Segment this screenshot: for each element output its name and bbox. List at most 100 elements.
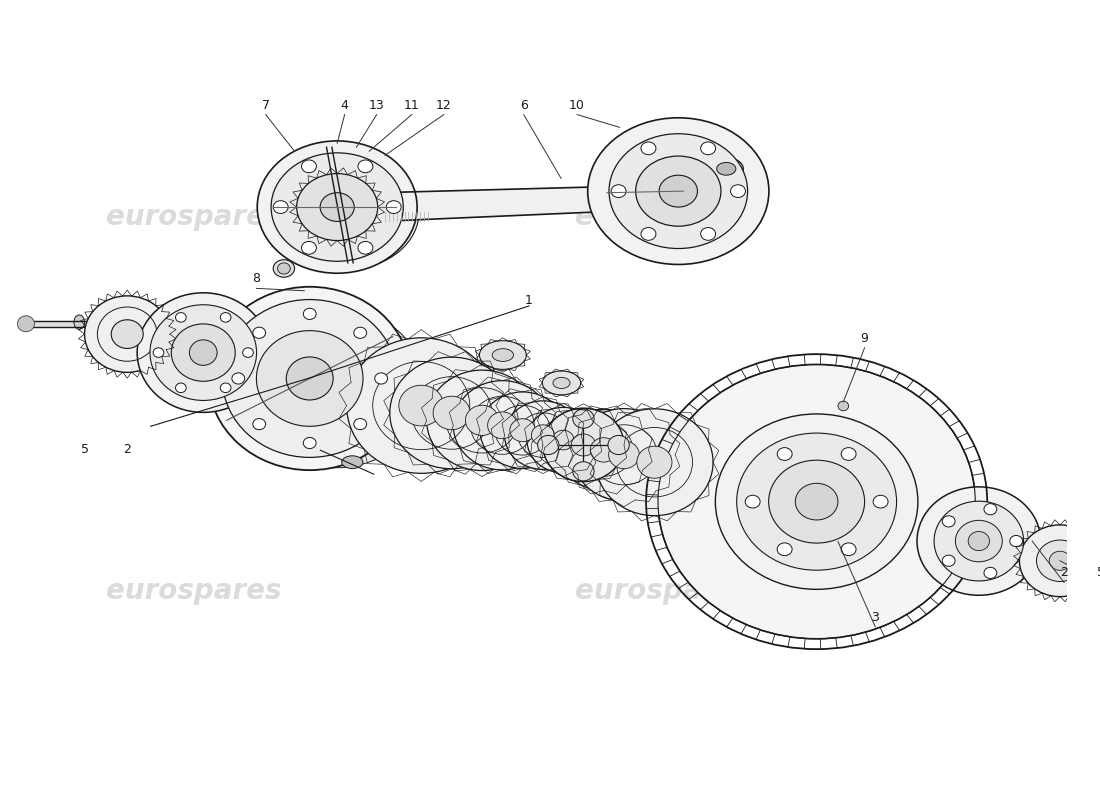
- Ellipse shape: [301, 160, 317, 173]
- Text: 7: 7: [262, 98, 270, 111]
- Ellipse shape: [253, 418, 265, 430]
- Ellipse shape: [609, 134, 748, 249]
- Ellipse shape: [399, 386, 443, 426]
- Text: 10: 10: [569, 98, 585, 111]
- Ellipse shape: [745, 495, 760, 508]
- Ellipse shape: [620, 179, 627, 216]
- Ellipse shape: [769, 460, 865, 543]
- Ellipse shape: [624, 175, 630, 218]
- Ellipse shape: [717, 162, 736, 175]
- Ellipse shape: [617, 183, 624, 214]
- Text: 11: 11: [404, 98, 420, 111]
- Ellipse shape: [543, 408, 624, 482]
- Ellipse shape: [542, 371, 581, 395]
- Text: 9: 9: [860, 332, 869, 345]
- Ellipse shape: [614, 187, 620, 211]
- Ellipse shape: [984, 504, 997, 514]
- Ellipse shape: [873, 495, 888, 508]
- Ellipse shape: [342, 456, 363, 469]
- Ellipse shape: [730, 185, 746, 198]
- Ellipse shape: [1049, 551, 1070, 570]
- Text: eurospares: eurospares: [106, 578, 280, 606]
- Ellipse shape: [304, 308, 316, 319]
- Text: eurospares: eurospares: [574, 578, 750, 606]
- Ellipse shape: [505, 401, 581, 470]
- Ellipse shape: [427, 370, 538, 470]
- Ellipse shape: [632, 163, 639, 226]
- Ellipse shape: [658, 365, 976, 639]
- Ellipse shape: [917, 487, 1041, 595]
- Ellipse shape: [487, 412, 517, 438]
- Text: 5: 5: [1098, 566, 1100, 579]
- Ellipse shape: [737, 433, 896, 570]
- Text: 1: 1: [525, 294, 533, 307]
- Ellipse shape: [354, 418, 366, 430]
- Text: 3: 3: [871, 610, 879, 624]
- Ellipse shape: [176, 383, 186, 393]
- Ellipse shape: [842, 543, 856, 556]
- Ellipse shape: [176, 313, 186, 322]
- Ellipse shape: [778, 543, 792, 556]
- Ellipse shape: [386, 201, 402, 214]
- Ellipse shape: [138, 293, 270, 412]
- Text: eurospares: eurospares: [574, 202, 750, 230]
- Ellipse shape: [346, 338, 496, 474]
- Ellipse shape: [480, 392, 565, 469]
- Ellipse shape: [543, 408, 624, 482]
- Ellipse shape: [795, 483, 838, 520]
- Ellipse shape: [208, 286, 411, 470]
- Ellipse shape: [509, 418, 536, 442]
- Ellipse shape: [553, 378, 570, 389]
- Ellipse shape: [389, 357, 514, 469]
- Ellipse shape: [842, 448, 856, 460]
- Ellipse shape: [286, 357, 333, 400]
- Text: 4: 4: [341, 98, 349, 111]
- Ellipse shape: [375, 373, 387, 384]
- Text: 2: 2: [123, 443, 131, 456]
- Ellipse shape: [273, 260, 295, 278]
- Ellipse shape: [934, 501, 1024, 581]
- Ellipse shape: [629, 167, 636, 223]
- Ellipse shape: [1020, 525, 1100, 597]
- Ellipse shape: [596, 409, 713, 516]
- Ellipse shape: [453, 381, 551, 470]
- Ellipse shape: [838, 401, 848, 410]
- Ellipse shape: [433, 396, 470, 430]
- Ellipse shape: [153, 348, 164, 358]
- Text: 12: 12: [436, 98, 452, 111]
- Ellipse shape: [297, 174, 377, 241]
- Ellipse shape: [559, 410, 649, 490]
- Ellipse shape: [18, 316, 34, 332]
- Ellipse shape: [636, 156, 720, 226]
- Ellipse shape: [354, 327, 366, 338]
- Ellipse shape: [573, 409, 594, 428]
- Ellipse shape: [220, 313, 231, 322]
- Ellipse shape: [271, 153, 404, 262]
- Ellipse shape: [538, 435, 559, 454]
- Ellipse shape: [587, 118, 769, 265]
- Ellipse shape: [111, 320, 143, 349]
- Ellipse shape: [304, 438, 316, 449]
- Text: 6: 6: [520, 98, 528, 111]
- Ellipse shape: [358, 160, 373, 173]
- Ellipse shape: [1036, 540, 1084, 582]
- Ellipse shape: [480, 341, 526, 370]
- Ellipse shape: [1010, 535, 1023, 546]
- Ellipse shape: [74, 315, 85, 330]
- Ellipse shape: [573, 462, 594, 481]
- Ellipse shape: [531, 425, 554, 446]
- Ellipse shape: [248, 308, 425, 468]
- Ellipse shape: [189, 340, 217, 366]
- Ellipse shape: [573, 409, 675, 501]
- Ellipse shape: [280, 154, 419, 269]
- Text: 13: 13: [368, 98, 385, 111]
- Ellipse shape: [612, 185, 626, 198]
- Polygon shape: [31, 322, 117, 327]
- Ellipse shape: [243, 348, 253, 358]
- Polygon shape: [379, 186, 617, 222]
- Ellipse shape: [465, 406, 498, 435]
- Text: eurospares: eurospares: [106, 202, 280, 230]
- Ellipse shape: [232, 373, 244, 384]
- Ellipse shape: [527, 407, 600, 473]
- Ellipse shape: [943, 516, 955, 527]
